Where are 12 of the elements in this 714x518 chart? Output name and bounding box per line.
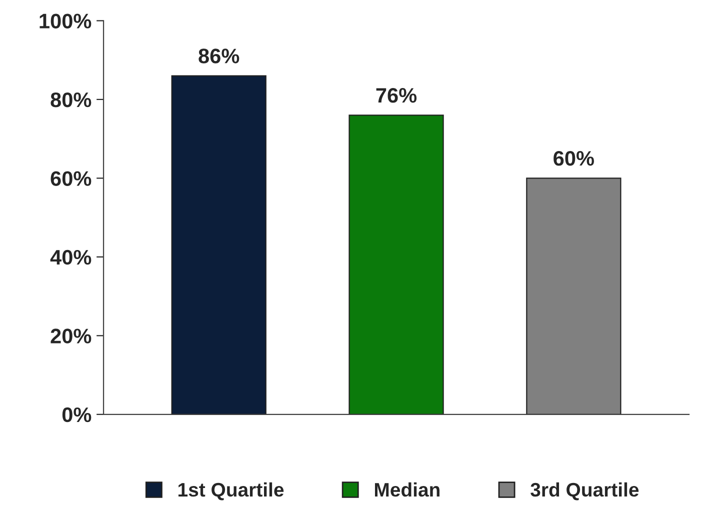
y-tick-label: 20% [50,328,92,344]
y-tick-label: 60% [50,171,92,186]
y-tick-label: 0% [62,407,92,422]
y-tick-label: 80% [50,92,92,108]
legend-label: 1st Quartile [178,482,284,500]
data-label: 76% [376,88,417,103]
y-tick-label: 100% [40,14,92,28]
legend-label: 3rd Quartile [530,482,639,500]
legend-label: Median [374,482,440,497]
y-tick-label: 40% [50,250,92,265]
data-label: 86% [198,48,240,64]
data-label: 60% [554,150,594,166]
